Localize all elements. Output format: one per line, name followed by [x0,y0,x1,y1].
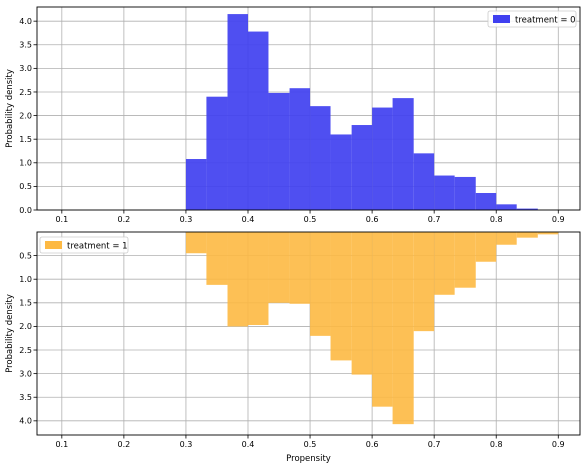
bottom-histogram-bar [392,232,414,425]
top-histogram-bar [247,31,269,210]
bottom-plot-frame [36,231,581,436]
bottom-histogram-bar [434,232,455,295]
top-y-tick-label: 3.5 [19,41,32,50]
top-histogram-bar [330,134,352,210]
top-histogram-bar [392,98,414,210]
top-x-tick-label: 0.2 [118,215,131,224]
bottom-x-axis-label: Propensity [286,454,331,464]
top-panel: 0.1 0.2 0.3 0.4 0.5 0.6 0.7 0.8 0.9 0.0 0.5 1.0 1.5 2… [5,6,581,224]
bottom-x-tick-label: 0.4 [242,440,255,449]
bottom-y-tick-label: 0.5 [19,251,32,260]
top-histogram-bar [496,204,517,210]
top-plot-frame [36,6,581,211]
bottom-y-tick-label: 3.5 [19,393,32,402]
bottom-histogram-bar [351,232,373,375]
top-x-tick-label: 0.9 [552,215,565,224]
top-y-tick-label: 3.0 [19,64,32,73]
top-y-tick-label: 1.0 [19,159,32,168]
top-legend-swatch [493,15,510,23]
bottom-panel: 0.1 0.2 0.3 0.4 0.5 0.6 0.7 0.8 0.9 0.5 1.0 1.5 2.0 2… [5,231,581,464]
bottom-x-tick-label: 0.2 [118,440,131,449]
top-y-tick-label: 0.0 [19,206,32,215]
bottom-histogram-bar [227,232,248,327]
bottom-y-tick-label: 3.0 [19,369,32,378]
bottom-histogram-bar [496,232,517,245]
bottom-histogram-bar [475,232,497,262]
top-y-tick-label: 2.5 [19,88,32,97]
bottom-x-tick-label: 0.6 [366,440,379,449]
top-histogram-bar [434,175,455,210]
bottom-ticks: 0.1 0.2 0.3 0.4 0.5 0.6 0.7 0.8 0.9 0.5 1.0 1.5 2.0 2… [19,251,564,449]
bottom-x-tick-label: 0.5 [304,440,317,449]
bottom-legend-swatch [45,241,62,249]
bottom-histogram-bar [247,232,269,326]
bottom-histogram-bar [372,232,393,407]
bottom-y-axis-label: Probability density [5,294,15,373]
bottom-histogram-bar [454,232,476,288]
top-x-tick-label: 0.4 [242,215,255,224]
top-histogram-bar [185,159,207,210]
top-x-tick-label: 0.3 [180,215,193,224]
bottom-legend: treatment = 1 [39,236,129,254]
top-legend: treatment = 0 [487,10,577,28]
bottom-histogram-bar [330,232,352,361]
bottom-histogram-bar [516,232,538,238]
bottom-x-tick-label: 0.3 [180,440,193,449]
bottom-y-tick-label: 1.5 [19,299,32,308]
top-histogram-bar [289,88,311,210]
top-histogram-bar [310,106,331,210]
bottom-x-tick-label: 0.7 [428,440,441,449]
top-x-tick-label: 0.5 [304,215,317,224]
bottom-histogram-bar [206,232,228,285]
top-histogram-bar [206,96,228,210]
top-histogram-bar [413,153,435,210]
bottom-x-tick-label: 0.1 [55,440,68,449]
bottom-histogram-bar [185,232,207,254]
top-x-tick-label: 0.6 [366,215,379,224]
bottom-histogram-bar [310,232,331,336]
bottom-legend-label: treatment = 1 [67,241,128,251]
top-histogram-bar [516,208,538,210]
bottom-histogram-bar [413,232,435,332]
bottom-histogram-bar [537,232,559,235]
top-histogram-bar [475,193,497,210]
bottom-y-tick-label: 2.5 [19,346,32,355]
top-y-tick-label: 1.5 [19,135,32,144]
top-ticks: 0.1 0.2 0.3 0.4 0.5 0.6 0.7 0.8 0.9 0.0 0.5 1.0 1.5 2… [19,17,564,224]
bottom-x-tick-label: 0.8 [490,440,503,449]
top-histogram-bar [227,14,248,211]
top-y-tick-label: 2.0 [19,111,32,120]
top-y-tick-label: 0.5 [19,182,32,191]
bottom-x-tick-label: 0.9 [552,440,565,449]
top-histogram-bar [372,107,393,210]
top-histogram-bar [351,125,373,210]
top-x-tick-label: 0.8 [490,215,503,224]
top-y-tick-label: 4.0 [19,17,32,26]
bottom-histogram-bar [289,232,311,304]
top-y-axis-label: Probability density [5,69,15,148]
top-x-tick-label: 0.1 [55,215,68,224]
top-histogram-bar [454,176,476,210]
top-bars [185,14,538,211]
top-histogram-bar [268,92,290,210]
bottom-y-tick-label: 1.0 [19,275,32,284]
bottom-histogram-bar [268,232,290,303]
bottom-y-tick-label: 2.0 [19,322,32,331]
bottom-y-tick-label: 4.0 [19,417,32,426]
top-legend-label: treatment = 0 [515,15,576,25]
top-x-tick-label: 0.7 [428,215,441,224]
bottom-bars [185,232,559,425]
